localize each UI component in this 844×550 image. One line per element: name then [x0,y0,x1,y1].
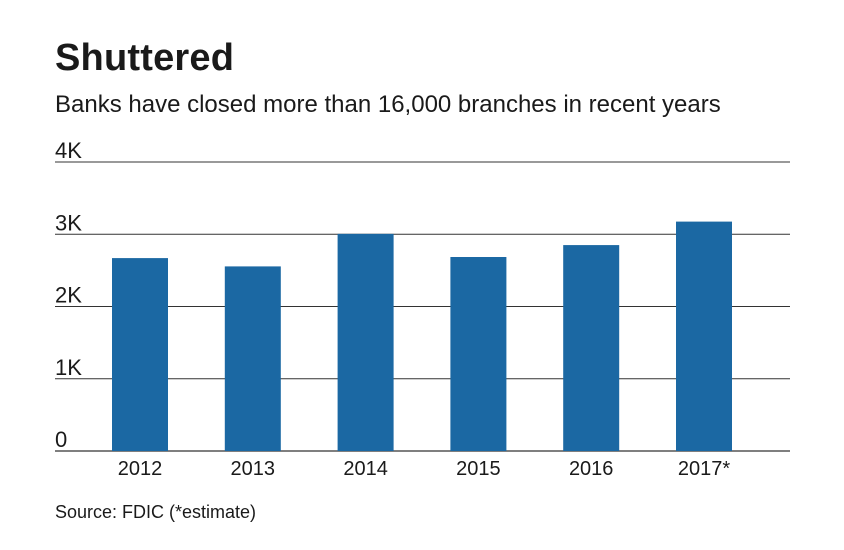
x-tick-label: 2013 [231,458,276,480]
chart-subtitle: Banks have closed more than 16,000 branc… [55,91,721,118]
bar [112,258,168,451]
x-tick-label: 2017* [678,458,730,480]
x-tick-label: 2014 [343,458,388,480]
y-tick-label: 2K [55,283,82,308]
y-tick-label: 0 [55,427,67,452]
y-tick-label: 4K [55,138,82,163]
bar [563,245,620,451]
y-tick-label: 3K [55,210,82,235]
x-tick-label: 2016 [569,458,614,480]
bar [337,233,394,451]
bar [676,221,732,451]
bar [450,257,507,451]
source-note: Source: FDIC (*estimate) [55,502,257,522]
chart-title: Shuttered [55,37,235,79]
bar [224,266,281,451]
y-tick-label: 1K [55,355,82,380]
x-tick-label: 2012 [118,458,163,480]
x-tick-label: 2015 [456,458,501,480]
